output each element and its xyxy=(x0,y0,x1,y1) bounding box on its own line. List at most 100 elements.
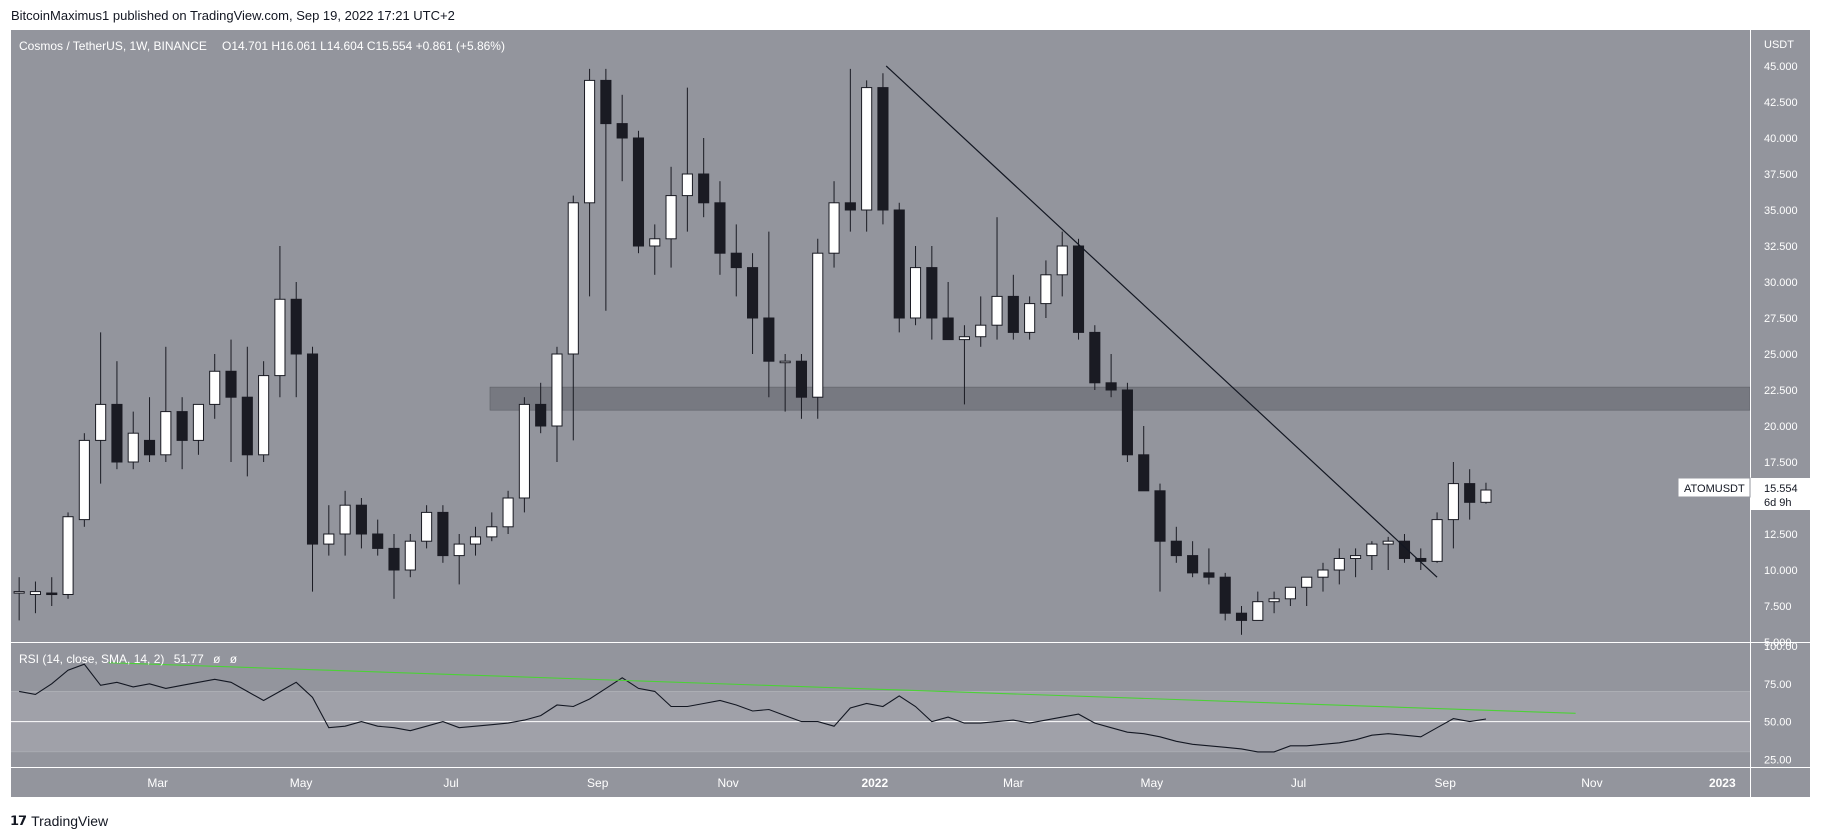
candle-down xyxy=(926,267,938,319)
rsi-tick-label: 50.00 xyxy=(1764,717,1792,729)
candle-up xyxy=(502,497,514,528)
candle-down xyxy=(1203,572,1215,578)
candle-down xyxy=(1105,382,1117,391)
candle-up xyxy=(518,403,530,499)
candle-up xyxy=(1317,569,1329,578)
candle-down xyxy=(632,137,645,247)
candle-down xyxy=(241,396,253,456)
candle-down xyxy=(893,209,905,319)
time-tick-label: 2023 xyxy=(1709,776,1736,790)
candle-up xyxy=(274,298,286,377)
candle-down xyxy=(1154,490,1166,542)
candle-up xyxy=(323,533,335,545)
candle-down xyxy=(1398,540,1411,559)
low-value: 14.604 xyxy=(327,39,364,53)
candle-up xyxy=(486,526,498,538)
candle-up xyxy=(861,87,873,211)
candle-down xyxy=(46,592,58,596)
candle-up xyxy=(1284,586,1296,600)
time-tick-label: Jul xyxy=(443,776,458,790)
candle-down xyxy=(306,353,319,545)
symbol-title[interactable]: Cosmos / TetherUS, 1W, BINANCE xyxy=(19,39,207,53)
last-price-tag[interactable]: ATOMUSDT 15.554 6d 9h xyxy=(1677,477,1810,510)
candle-up xyxy=(551,353,563,427)
time-tick-label: Sep xyxy=(1435,776,1457,790)
candle-up xyxy=(1480,489,1492,503)
candle-up xyxy=(469,536,482,545)
candle-down xyxy=(1235,612,1248,621)
candle-up xyxy=(453,543,465,557)
time-tick-label: May xyxy=(1141,776,1164,790)
candle-up xyxy=(209,370,221,405)
price-tag-value: 15.554 xyxy=(1764,483,1798,495)
candle-up xyxy=(421,511,433,542)
footer-logo-text: TradingView xyxy=(31,813,109,829)
candle-up xyxy=(975,324,987,338)
price-tick-label: 10.000 xyxy=(1764,565,1798,577)
candle-up xyxy=(1366,543,1378,557)
symbol-tag-label: ATOMUSDT xyxy=(1684,483,1745,495)
candle-down xyxy=(600,79,612,125)
price-tag-countdown: 6d 9h xyxy=(1764,497,1792,509)
candle-up xyxy=(681,173,693,197)
price-axis[interactable]: 5.0007.50010.00012.50015.00017.50020.000… xyxy=(1764,61,1798,766)
candle-up xyxy=(95,403,107,441)
footer-logo[interactable]: 𝟭𝟳 TradingView xyxy=(10,813,108,829)
time-tick-label: Nov xyxy=(1581,776,1602,790)
candle-up xyxy=(1056,245,1068,276)
candle-down xyxy=(388,547,400,571)
price-tick-label: 27.500 xyxy=(1764,313,1798,325)
candle-down xyxy=(372,533,384,549)
candle-up xyxy=(258,375,270,456)
candle-up xyxy=(584,79,596,204)
price-tick-label: 25.000 xyxy=(1764,349,1798,361)
time-axis-background xyxy=(11,768,1810,797)
time-axis[interactable]: Mar May Jul Sep Nov 2022 Mar May Jul Sep Nov 2023 xyxy=(147,776,1736,790)
price-tick-label: 22.500 xyxy=(1764,385,1798,397)
trendline-segment xyxy=(885,65,1438,578)
candle-up xyxy=(160,411,172,456)
candle-up xyxy=(1301,576,1313,588)
candle-up xyxy=(339,504,351,535)
candle-down xyxy=(877,87,889,211)
rsi-tick-label: 75.00 xyxy=(1764,679,1792,691)
descending-trendline[interactable] xyxy=(885,65,1438,578)
candle-down xyxy=(1138,454,1150,492)
candle-up xyxy=(958,336,970,341)
candle-down xyxy=(176,411,188,441)
candle-up xyxy=(567,202,579,355)
candle-down xyxy=(747,267,759,319)
candle-up xyxy=(665,195,677,240)
candle-up xyxy=(1382,540,1394,545)
candle-down xyxy=(714,202,726,254)
candle-up xyxy=(1268,598,1280,603)
rsi-tick-label: 100.00 xyxy=(1764,641,1798,653)
candle-up xyxy=(812,252,824,398)
time-tick-label: Jul xyxy=(1291,776,1306,790)
price-tick-label: 32.500 xyxy=(1764,241,1798,253)
price-tick-label: 12.500 xyxy=(1764,529,1798,541)
candle-down xyxy=(616,123,628,139)
candle-up xyxy=(13,591,25,594)
candle-up xyxy=(1252,601,1264,621)
rsi-title[interactable]: RSI (14, close, SMA, 14, 2) 51.77 ø ø xyxy=(19,652,238,666)
price-axis-background xyxy=(1751,30,1810,767)
rsi-tick-label: 25.00 xyxy=(1764,754,1792,766)
close-value: 15.554 xyxy=(376,39,413,53)
price-axis-unit: USDT xyxy=(1764,39,1794,51)
candle-down xyxy=(730,252,742,269)
candle-up xyxy=(78,439,90,521)
candle-up xyxy=(1447,483,1459,521)
candle-up xyxy=(1431,519,1443,562)
price-tag xyxy=(1751,478,1810,510)
candle-up xyxy=(192,403,204,441)
change-value: +0.861 (+5.86%) xyxy=(416,39,505,53)
support-zone-rect xyxy=(489,386,1751,411)
candle-down xyxy=(225,370,237,398)
candle-down xyxy=(698,173,710,204)
ohlc-legend: O14.701 H16.061 L14.604 C15.554 +0.861 (… xyxy=(222,39,505,53)
time-tick-label: Nov xyxy=(717,776,738,790)
rsi-pane xyxy=(11,662,1750,753)
price-tick-label: 20.000 xyxy=(1764,421,1798,433)
